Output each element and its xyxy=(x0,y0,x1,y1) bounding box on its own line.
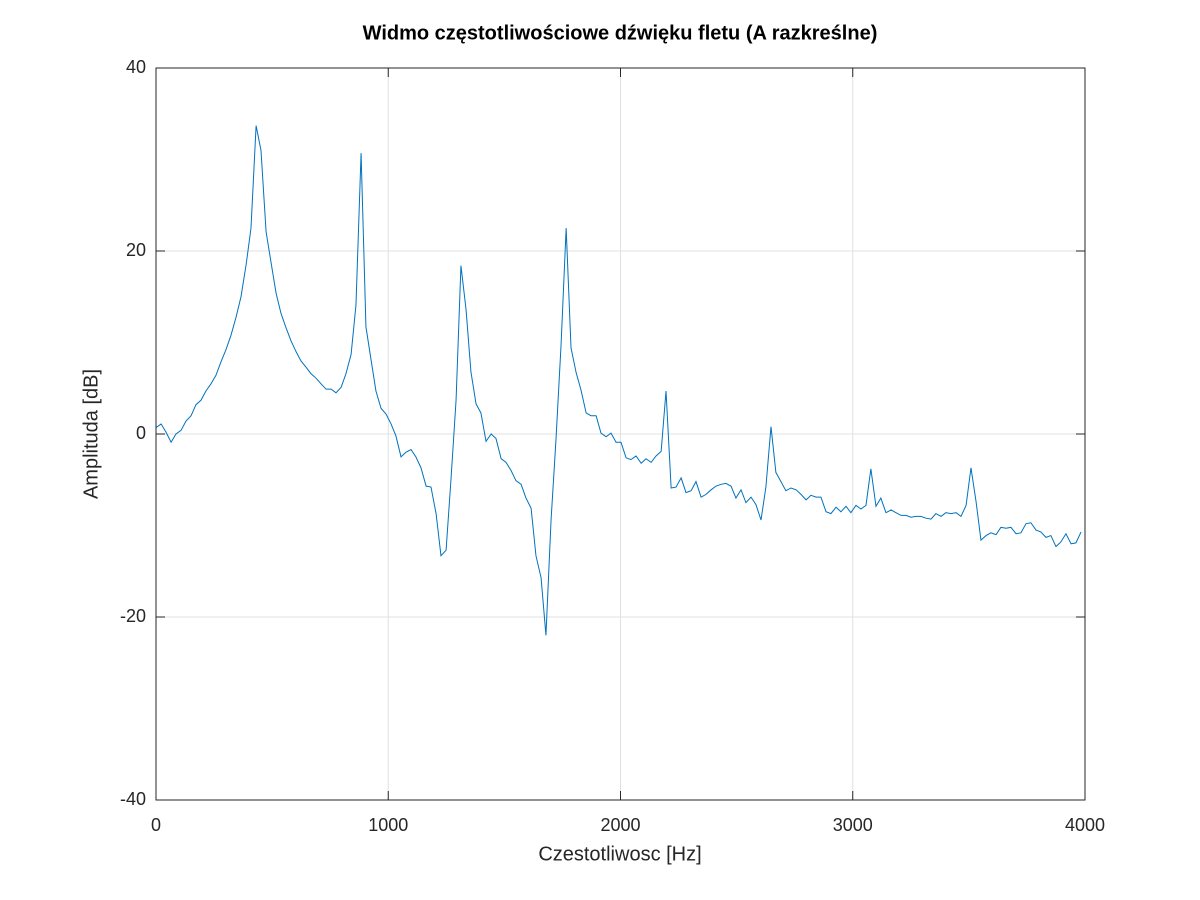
y-tick-label: 20 xyxy=(126,240,146,260)
y-tick-label: 0 xyxy=(136,423,146,443)
x-tick-label: 0 xyxy=(151,815,161,835)
x-tick-label: 2000 xyxy=(600,815,640,835)
plot-area xyxy=(156,125,1082,636)
y-tick-label: 40 xyxy=(126,57,146,77)
x-tick-label: 1000 xyxy=(368,815,408,835)
y-axis-label: Amplituda [dB] xyxy=(80,369,102,499)
x-axis-label: Czestotliwosc [Hz] xyxy=(538,843,701,865)
x-tick-label: 3000 xyxy=(833,815,873,835)
chart-title: Widmo częstotliwościowe dźwięku fletu (A… xyxy=(363,22,878,44)
y-tick-label: -40 xyxy=(120,789,146,809)
spectrum-line xyxy=(156,125,1082,636)
x-tick-label: 4000 xyxy=(1065,815,1105,835)
ticks: 0 1000 2000 3000 4000 -40 -20 0 20 40 xyxy=(120,57,1105,835)
y-tick-label: -20 xyxy=(120,606,146,626)
